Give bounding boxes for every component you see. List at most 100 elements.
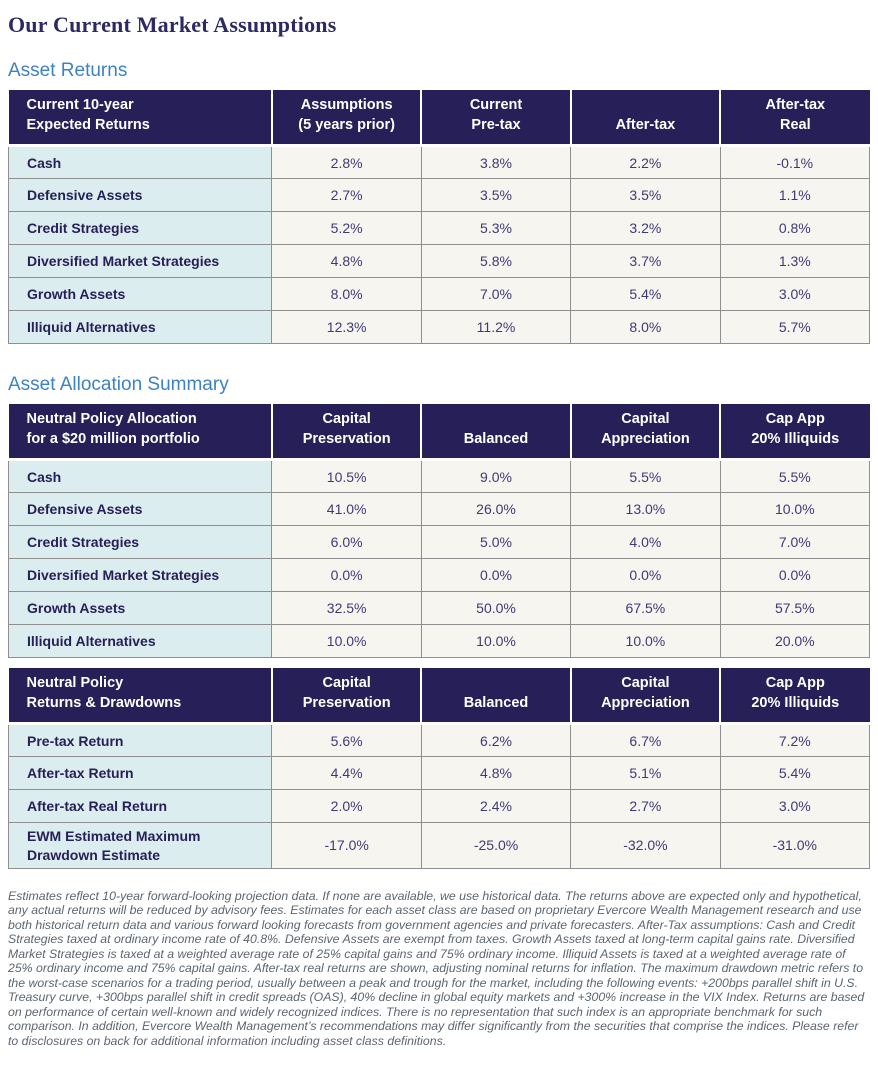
column-header: Current 10-year Expected Returns <box>8 90 273 148</box>
data-cell: 8.0% <box>570 310 721 345</box>
row-label: Diversified Market Strategies <box>7 244 273 279</box>
data-cell: 20.0% <box>719 624 871 659</box>
data-cell: -0.1% <box>719 145 871 180</box>
table-row: After-tax Real Return 2.0% 2.4% 2.7% 3.0% <box>7 789 871 824</box>
data-cell: 3.8% <box>420 145 572 180</box>
data-cell: 6.2% <box>420 723 572 758</box>
data-cell: 3.0% <box>719 789 871 824</box>
table-row: Pre-tax Return 5.6% 6.2% 6.7% 7.2% <box>7 723 871 758</box>
data-cell: 10.0% <box>420 624 572 659</box>
data-cell: 6.7% <box>570 723 721 758</box>
data-cell: 5.1% <box>570 756 721 791</box>
table-row: Credit Strategies 5.2% 5.3% 3.2% 0.8% <box>7 211 871 246</box>
column-header: Capital Preservation <box>271 404 423 462</box>
data-cell: 1.1% <box>719 178 871 213</box>
section-heading-asset-returns: Asset Returns <box>8 60 128 81</box>
table-row: Growth Assets 8.0% 7.0% 5.4% 3.0% <box>7 277 871 312</box>
data-cell: 26.0% <box>420 492 572 527</box>
disclosure-footnote: Estimates reflect 10-year forward-lookin… <box>8 888 865 1048</box>
table-row: Diversified Market Strategies 0.0% 0.0% 0.0… <box>7 558 871 593</box>
table-row: Credit Strategies 6.0% 5.0% 4.0% 7.0% <box>7 525 871 560</box>
policy-returns-drawdowns-table: Neutral Policy Returns & Drawdowns Capit… <box>7 668 871 869</box>
policy-returns-table-header: Neutral Policy Returns & Drawdowns Capit… <box>8 668 870 726</box>
row-label: Illiquid Alternatives <box>7 310 273 345</box>
asset-returns-table-body: Cash 2.8% 3.8% 2.2% -0.1% Defensive Assets 2.7… <box>7 145 871 345</box>
asset-allocation-table: Neutral Policy Allocation for a $20 mill… <box>7 404 871 659</box>
data-cell: 57.5% <box>719 591 871 626</box>
row-label: Pre-tax Return <box>7 723 273 758</box>
row-label: Cash <box>7 459 273 494</box>
data-cell: 0.8% <box>719 211 871 246</box>
row-label: Credit Strategies <box>7 211 273 246</box>
data-cell: 3.5% <box>570 178 721 213</box>
data-cell: 5.4% <box>570 277 721 312</box>
data-cell: 4.8% <box>271 244 422 279</box>
spacer <box>8 344 870 374</box>
table-row: Diversified Market Strategies 4.8% 5.8% 3.7… <box>7 244 871 279</box>
page-title: Our Current Market Assumptions <box>8 12 337 37</box>
data-cell: -32.0% <box>570 822 721 869</box>
column-header: After-tax Real <box>720 90 870 148</box>
data-cell: 5.5% <box>719 459 871 494</box>
table-row: Defensive Assets 41.0% 26.0% 13.0% 10.0% <box>7 492 871 527</box>
data-cell: 4.8% <box>420 756 572 791</box>
row-label: Cash <box>7 145 273 180</box>
data-cell: 50.0% <box>420 591 572 626</box>
column-header: Current Pre-tax <box>421 90 572 148</box>
column-header: Neutral Policy Allocation for a $20 mill… <box>8 404 273 462</box>
table-row: Defensive Assets 2.7% 3.5% 3.5% 1.1% <box>7 178 871 213</box>
table-row: Cash 2.8% 3.8% 2.2% -0.1% <box>7 145 871 180</box>
data-cell: -31.0% <box>719 822 871 869</box>
data-cell: 5.4% <box>719 756 871 791</box>
data-cell: 2.0% <box>271 789 422 824</box>
data-cell: 41.0% <box>271 492 422 527</box>
row-label: Illiquid Alternatives <box>7 624 273 659</box>
data-cell: 2.7% <box>271 178 422 213</box>
data-cell: 3.5% <box>420 178 572 213</box>
data-cell: -17.0% <box>271 822 422 869</box>
row-label: After-tax Return <box>7 756 273 791</box>
table-row: Illiquid Alternatives 12.3% 11.2% 8.0% 5.7% <box>7 310 871 345</box>
row-label: EWM Estimated Maximum Drawdown Estimate <box>7 822 273 869</box>
column-header: Cap App 20% Illiquids <box>720 668 870 726</box>
row-label: Defensive Assets <box>7 178 273 213</box>
data-cell: 10.0% <box>271 624 422 659</box>
table-header-row: Current 10-year Expected Returns Assumpt… <box>8 90 870 148</box>
data-cell: 10.0% <box>719 492 871 527</box>
asset-returns-table: Current 10-year Expected Returns Assumpt… <box>7 90 871 345</box>
column-header: After-tax <box>570 90 722 148</box>
data-cell: 0.0% <box>420 558 572 593</box>
table-header-row: Neutral Policy Returns & Drawdowns Capit… <box>8 668 870 726</box>
table-row: Illiquid Alternatives 10.0% 10.0% 10.0% 20.0… <box>7 624 871 659</box>
data-cell: 12.3% <box>271 310 422 345</box>
row-label: After-tax Real Return <box>7 789 273 824</box>
data-cell: 4.4% <box>271 756 422 791</box>
data-cell: 8.0% <box>271 277 422 312</box>
data-cell: 5.2% <box>271 211 422 246</box>
table-header-row: Neutral Policy Allocation for a $20 mill… <box>8 404 870 462</box>
row-label: Defensive Assets <box>7 492 273 527</box>
section-heading-asset-allocation: Asset Allocation Summary <box>8 374 229 396</box>
asset-returns-table-header: Current 10-year Expected Returns Assumpt… <box>8 90 870 148</box>
data-cell: 7.2% <box>719 723 871 758</box>
data-cell: 2.7% <box>570 789 721 824</box>
data-cell: 1.3% <box>719 244 871 279</box>
data-cell: 7.0% <box>719 525 871 560</box>
data-cell: 6.0% <box>271 525 422 560</box>
data-cell: 9.0% <box>420 459 572 494</box>
data-cell: -25.0% <box>420 822 572 869</box>
column-header: Assumptions (5 years prior) <box>271 90 423 148</box>
data-cell: 4.0% <box>570 525 721 560</box>
column-header: Capital Appreciation <box>570 668 722 726</box>
table-row: Cash 10.5% 9.0% 5.5% 5.5% <box>7 459 871 494</box>
data-cell: 0.0% <box>570 558 721 593</box>
column-header: Capital Preservation <box>271 668 423 726</box>
data-cell: 2.8% <box>271 145 422 180</box>
data-cell: 0.0% <box>719 558 871 593</box>
data-cell: 5.6% <box>271 723 422 758</box>
row-label: Credit Strategies <box>7 525 273 560</box>
data-cell: 10.5% <box>271 459 422 494</box>
data-cell: 2.2% <box>570 145 721 180</box>
column-header: Balanced <box>421 404 572 462</box>
table-row: Growth Assets 32.5% 50.0% 67.5% 57.5% <box>7 591 871 626</box>
